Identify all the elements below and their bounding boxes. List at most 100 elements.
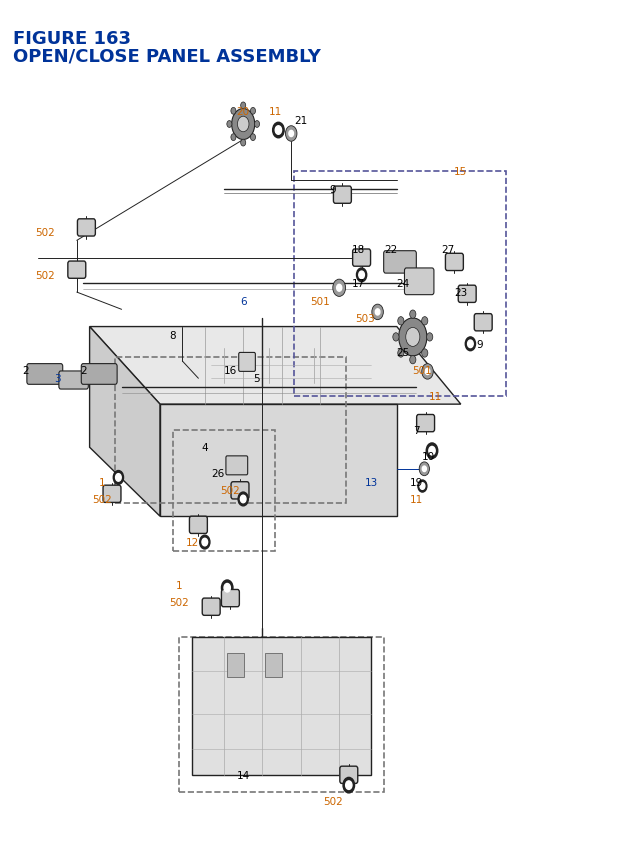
Text: 502: 502 [35,270,54,281]
Polygon shape [192,637,371,775]
Text: 501: 501 [413,365,432,375]
FancyBboxPatch shape [27,364,63,385]
Circle shape [410,311,416,319]
Circle shape [232,109,255,140]
Text: FIGURE 163: FIGURE 163 [13,30,131,48]
FancyBboxPatch shape [81,364,117,385]
Circle shape [333,280,346,297]
Circle shape [422,317,428,325]
Circle shape [337,285,342,292]
Circle shape [429,447,435,455]
Text: 16: 16 [224,365,237,375]
Circle shape [356,269,367,282]
Text: 8: 8 [170,331,176,341]
Circle shape [285,127,297,142]
Circle shape [250,108,255,115]
Polygon shape [90,327,461,405]
Text: 3: 3 [54,374,61,384]
FancyBboxPatch shape [221,590,239,607]
FancyBboxPatch shape [239,353,255,372]
Text: 1: 1 [176,580,182,591]
FancyBboxPatch shape [340,766,358,784]
Circle shape [116,474,121,481]
Text: 19: 19 [410,477,422,487]
Circle shape [418,480,427,492]
Circle shape [227,121,232,128]
FancyBboxPatch shape [353,250,371,267]
Text: 9: 9 [330,184,336,195]
Circle shape [359,272,364,279]
Circle shape [426,443,438,459]
Text: 17: 17 [352,279,365,289]
Text: 502: 502 [93,494,112,505]
Text: 502: 502 [170,598,189,608]
Polygon shape [90,327,160,517]
FancyBboxPatch shape [59,372,88,389]
Text: 2: 2 [80,365,86,375]
FancyBboxPatch shape [189,517,207,534]
Circle shape [422,350,428,358]
Circle shape [427,333,433,342]
Circle shape [200,536,210,549]
Circle shape [346,781,352,790]
Circle shape [241,496,246,503]
Circle shape [202,539,207,546]
Circle shape [406,328,420,347]
Circle shape [399,319,427,356]
Text: OPEN/CLOSE PANEL ASSEMBLY: OPEN/CLOSE PANEL ASSEMBLY [13,47,321,65]
Text: 22: 22 [384,245,397,255]
Circle shape [241,140,246,147]
Circle shape [224,584,230,592]
Circle shape [289,131,294,138]
Polygon shape [160,405,397,517]
Circle shape [113,471,124,485]
Circle shape [241,102,246,109]
Circle shape [422,467,426,472]
Text: 9: 9 [477,339,483,350]
Circle shape [372,305,383,320]
Text: 4: 4 [202,443,208,453]
Text: 502: 502 [35,227,54,238]
Circle shape [393,333,399,342]
FancyBboxPatch shape [231,482,249,499]
Text: 502: 502 [323,796,342,806]
FancyBboxPatch shape [265,653,282,677]
Circle shape [397,350,404,358]
Circle shape [237,117,249,133]
Circle shape [273,123,284,139]
Text: 503: 503 [355,313,374,324]
Text: 27: 27 [442,245,454,255]
FancyBboxPatch shape [226,456,248,475]
FancyBboxPatch shape [445,254,463,271]
Circle shape [343,777,355,793]
Text: 10: 10 [422,451,435,461]
Text: 1: 1 [99,477,106,487]
Circle shape [420,483,425,490]
Circle shape [419,462,429,476]
Text: 5: 5 [253,374,259,384]
FancyBboxPatch shape [77,220,95,237]
FancyBboxPatch shape [103,486,121,503]
Text: 11: 11 [410,494,422,505]
Text: 7: 7 [413,425,419,436]
Circle shape [425,369,430,375]
Text: 6: 6 [240,296,246,307]
Text: 21: 21 [294,115,307,126]
Text: 502: 502 [221,486,240,496]
Circle shape [255,121,260,128]
Text: 24: 24 [397,279,410,289]
Circle shape [250,134,255,141]
FancyBboxPatch shape [227,653,244,677]
Text: 2: 2 [22,365,29,375]
FancyBboxPatch shape [202,598,220,616]
Text: 13: 13 [365,477,378,487]
Text: 12: 12 [186,537,198,548]
FancyBboxPatch shape [458,286,476,303]
Text: 20: 20 [237,107,250,117]
Circle shape [275,127,282,135]
Text: 26: 26 [211,468,224,479]
Circle shape [422,364,433,380]
FancyBboxPatch shape [333,187,351,204]
Text: 501: 501 [310,296,330,307]
FancyBboxPatch shape [68,262,86,279]
